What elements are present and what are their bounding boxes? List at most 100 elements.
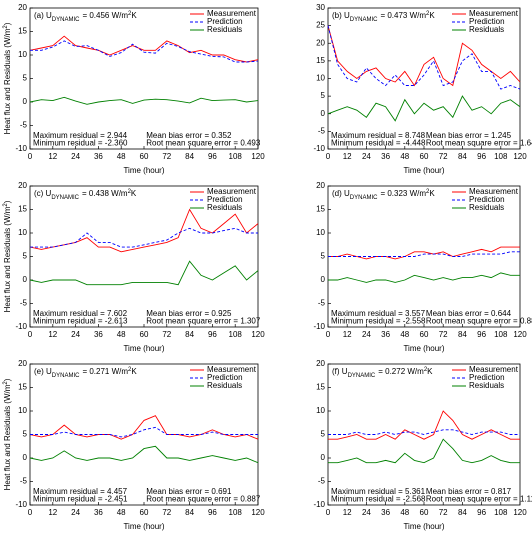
title-subscript: DYNAMIC [350, 195, 378, 201]
series-line [328, 438, 520, 464]
title-prefix: (e) U [34, 367, 52, 376]
x-tick-label: 12 [48, 152, 57, 161]
y-label-text: Heat flux and Residuals (W/m [3, 28, 12, 134]
x-tick-label: 48 [117, 508, 126, 517]
title-superscript: 2 [128, 367, 132, 373]
x-tick-label: 36 [381, 152, 390, 161]
legend-label: Residuals [469, 381, 504, 390]
panel-title: (e) UDYNAMIC = 0.271 W/m2K [34, 367, 137, 379]
x-tick-label: 72 [162, 152, 171, 161]
x-tick-label: 72 [162, 508, 171, 517]
y-label-text: Heat flux and Residuals (W/m [3, 384, 12, 490]
panel-title: (f) UDYNAMIC = 0.272 W/m2K [332, 367, 433, 379]
legend-label: Residuals [207, 381, 242, 390]
y-tick-label: 20 [18, 181, 27, 190]
y-tick-label: 25 [316, 21, 325, 30]
title-value: = 0.271 W/m [82, 367, 128, 376]
stat-annotation: Mean bias error = 0.644 [426, 309, 512, 318]
y-tick-label: 15 [316, 205, 325, 214]
stat-annotation: Maximum residual = 7.602 [33, 309, 128, 318]
x-tick-label: 120 [251, 152, 265, 161]
x-tick-label: 120 [251, 508, 265, 517]
x-axis-label: Time (hour) [123, 344, 164, 353]
y-tick-label: 10 [18, 50, 27, 59]
x-tick-label: 72 [439, 508, 448, 517]
x-tick-label: 72 [162, 330, 171, 339]
stat-annotation: Mean bias error = 0.925 [146, 309, 232, 318]
series-line [328, 429, 520, 435]
x-tick-label: 48 [400, 508, 409, 517]
x-tick-label: 120 [513, 508, 527, 517]
series-line [29, 35, 259, 63]
x-tick-label: 84 [458, 152, 467, 161]
title-subscript: DYNAMIC [348, 373, 376, 379]
y-tick-label: -10 [15, 500, 27, 509]
stat-annotation: Minimum residual = -2.558 [331, 317, 426, 326]
title-subscript: DYNAMIC [350, 17, 378, 23]
x-tick-label: 96 [477, 152, 486, 161]
y-tick-label: 0 [23, 97, 28, 106]
series-line [29, 260, 259, 286]
title-superscript: 2 [424, 367, 428, 373]
x-tick-label: 84 [185, 508, 194, 517]
y-tick-label: 15 [18, 205, 27, 214]
x-tick-label: 72 [439, 330, 448, 339]
legend-label: Prediction [469, 17, 505, 26]
y-tick-label: -10 [313, 144, 325, 153]
legend-label: Measurement [207, 365, 257, 374]
stat-annotation: Mean bias error = 0.817 [426, 487, 512, 496]
stat-annotation: Maximum residual = 5.361 [331, 487, 426, 496]
x-tick-label: 60 [420, 508, 429, 517]
x-tick-label: 60 [140, 152, 149, 161]
series-line [30, 426, 258, 438]
stat-annotation: Minimum residual = -2.360 [33, 139, 128, 148]
x-tick-label: 96 [208, 330, 217, 339]
series-line [29, 445, 259, 464]
y-tick-label: 15 [18, 383, 27, 392]
y-tick-label: 10 [316, 74, 325, 83]
x-tick-label: 60 [140, 330, 149, 339]
legend-label: Measurement [207, 9, 257, 18]
x-tick-label: 24 [362, 152, 371, 161]
x-tick-label: 36 [94, 330, 103, 339]
x-tick-label: 96 [477, 330, 486, 339]
x-tick-label: 12 [343, 152, 352, 161]
x-tick-label: 96 [208, 152, 217, 161]
x-tick-label: 84 [458, 330, 467, 339]
title-suffix: K [131, 11, 137, 20]
y-tick-label: 10 [18, 228, 27, 237]
x-tick-label: 24 [71, 508, 80, 517]
series-line [327, 25, 521, 87]
stat-annotation: Minimum residual = -2.613 [33, 317, 128, 326]
title-superscript: 2 [426, 189, 430, 195]
panel-title: (b) UDYNAMIC = 0.473 W/m2K [332, 11, 435, 23]
title-prefix: (a) U [34, 11, 52, 20]
x-tick-label: 108 [229, 152, 243, 161]
series-line [30, 227, 258, 248]
title-value: = 0.323 W/m [380, 189, 426, 198]
title-value: = 0.272 W/m [378, 367, 424, 376]
y-label-sup: 2 [3, 25, 9, 29]
y-tick-label: 10 [316, 228, 325, 237]
x-tick-label: 12 [343, 508, 352, 517]
x-tick-label: 48 [117, 152, 126, 161]
x-tick-label: 84 [458, 508, 467, 517]
y-tick-label: 0 [321, 275, 326, 284]
stat-annotation: Maximum residual = 2.944 [33, 131, 128, 140]
x-tick-label: 24 [362, 508, 371, 517]
legend-label: Prediction [469, 195, 505, 204]
x-tick-label: 0 [326, 330, 331, 339]
y-tick-label: 20 [18, 3, 27, 12]
series-line [30, 40, 259, 63]
y-label-suffix: ) [3, 378, 12, 381]
y-tick-label: -5 [20, 477, 28, 486]
legend-label: Measurement [469, 9, 519, 18]
legend-label: Measurement [207, 187, 257, 196]
stat-annotation: Mean bias error = 0.691 [146, 487, 232, 496]
series-line [328, 251, 520, 257]
title-prefix: (f) U [332, 367, 348, 376]
title-prefix: (b) U [332, 11, 350, 20]
x-tick-label: 36 [381, 330, 390, 339]
panel-title: (a) UDYNAMIC = 0.456 W/m2K [34, 11, 137, 23]
